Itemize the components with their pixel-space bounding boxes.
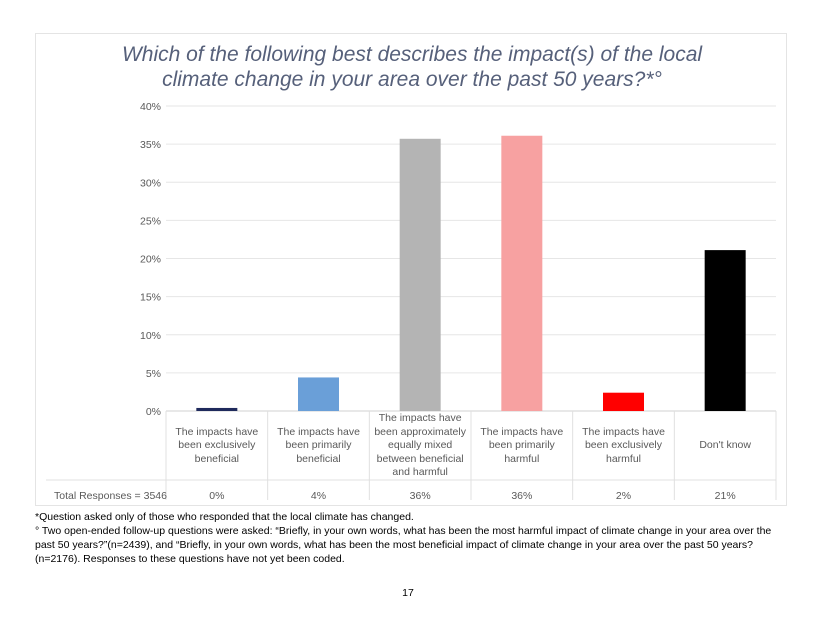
bar — [501, 135, 543, 412]
x-category-label: The impacts have been exclusively harmfu… — [582, 425, 665, 465]
table-value: 4% — [310, 490, 327, 502]
footnote-2: ° Two open-ended follow-up questions wer… — [35, 525, 772, 565]
bar — [196, 407, 238, 411]
y-tick-label: 40% — [140, 101, 161, 113]
chart-title: Which of the following best describes th… — [36, 42, 788, 92]
y-tick-label: 0% — [146, 406, 161, 418]
bar — [298, 377, 339, 411]
chart-frame: Which of the following best describes th… — [35, 33, 787, 506]
x-category-label: The impacts have been exclusively benefi… — [175, 425, 259, 465]
y-tick-label: 35% — [140, 139, 161, 151]
total-responses-text: Total Responses = — [54, 490, 141, 502]
bar — [399, 138, 441, 411]
table-value: 21% — [714, 490, 736, 502]
x-category-label: The impacts have been primarily harmful — [480, 425, 564, 465]
table-value: 36% — [511, 490, 533, 502]
table-value: 2% — [615, 490, 632, 502]
y-tick-label: 25% — [140, 215, 161, 227]
y-tick-label: 5% — [146, 368, 161, 380]
total-responses-value: 3546 — [143, 490, 167, 502]
x-category-label: The impacts have been primarily benefici… — [277, 425, 360, 465]
bar — [704, 250, 746, 411]
y-tick-label: 30% — [140, 177, 161, 189]
bar-chart: 0% 5% 10% 15% 20% 25% 30% 35% 40% — [46, 101, 777, 500]
footnotes: *Question asked only of those who respon… — [35, 510, 787, 566]
y-tick-label: 15% — [140, 292, 161, 304]
bar — [603, 392, 644, 411]
y-tick-label: 20% — [140, 254, 161, 266]
footnote-1: *Question asked only of those who respon… — [35, 511, 414, 523]
page-number: 17 — [402, 587, 414, 599]
total-responses-label: Total Responses = 3546 — [54, 490, 167, 502]
x-category-label: Don't know — [699, 439, 751, 451]
x-category-label: The impacts have been approximately equa… — [374, 412, 466, 478]
table-value: 0% — [209, 490, 225, 502]
y-tick-label: 10% — [140, 330, 161, 342]
chart-title-line-2: climate change in your area over the pas… — [162, 68, 662, 91]
chart-title-line-1: Which of the following best describes th… — [121, 43, 703, 66]
table-value: 36% — [409, 490, 431, 502]
